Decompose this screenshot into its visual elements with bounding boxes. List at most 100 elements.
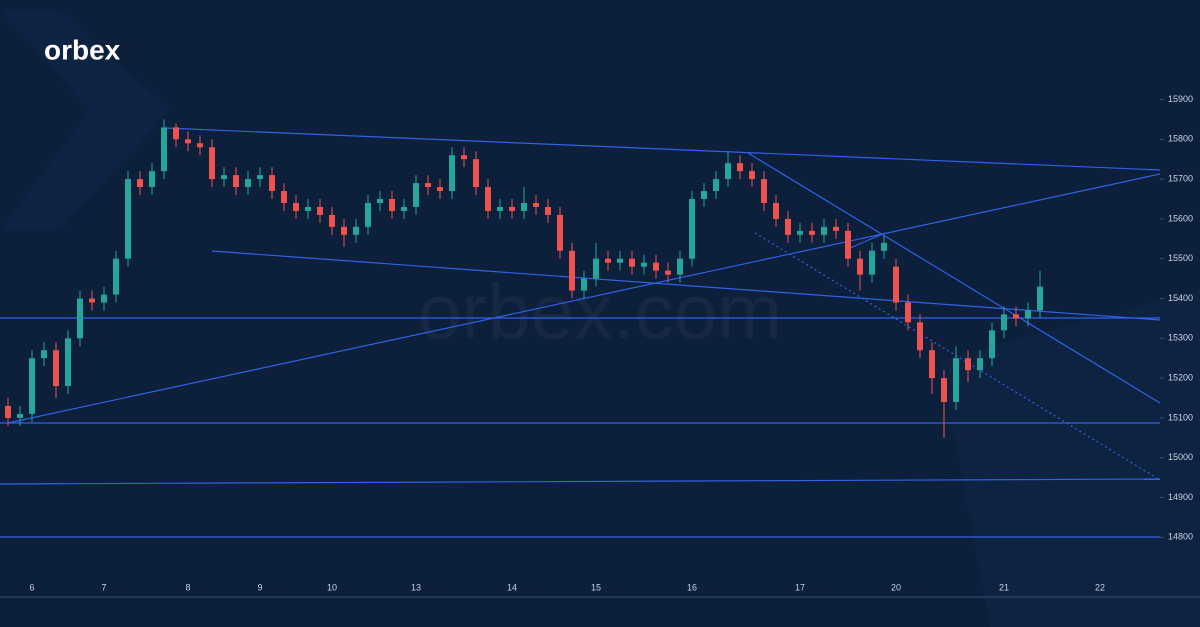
candle-body bbox=[17, 413, 23, 418]
candle-body bbox=[401, 206, 407, 211]
candle-body bbox=[773, 202, 779, 219]
y-tick-label: 14900 bbox=[1168, 492, 1193, 502]
candle-body bbox=[125, 179, 131, 259]
decor-chevron bbox=[0, 10, 170, 230]
candle-body bbox=[713, 179, 719, 192]
candle-body bbox=[845, 230, 851, 259]
candle-body bbox=[137, 179, 143, 188]
candle-body bbox=[329, 214, 335, 227]
candle-body bbox=[389, 199, 395, 211]
candle-body bbox=[797, 230, 803, 235]
logo: orbex bbox=[44, 34, 121, 65]
candle-body bbox=[581, 278, 587, 291]
candle-body bbox=[737, 163, 743, 172]
candle-body bbox=[689, 199, 695, 259]
candle-body bbox=[653, 262, 659, 271]
candle-body bbox=[761, 179, 767, 203]
candle-body bbox=[353, 226, 359, 235]
candle-body bbox=[749, 171, 755, 180]
candle-body bbox=[425, 183, 431, 188]
candle-body bbox=[461, 155, 467, 160]
candle-body bbox=[953, 358, 959, 402]
candle-body bbox=[245, 179, 251, 188]
candle-body bbox=[77, 298, 83, 339]
trend-line bbox=[211, 250, 1161, 321]
candle-body bbox=[605, 258, 611, 263]
candle-body bbox=[377, 199, 383, 203]
x-tick-label: 16 bbox=[687, 582, 697, 592]
candle-body bbox=[857, 258, 863, 275]
candle-body bbox=[869, 250, 875, 275]
candle-body bbox=[701, 191, 707, 199]
dashed-line bbox=[754, 232, 1161, 481]
candle-body bbox=[917, 322, 923, 351]
candle-body bbox=[5, 405, 11, 418]
candle-body bbox=[809, 230, 815, 235]
y-tick-label: 15600 bbox=[1168, 213, 1193, 223]
candle-body bbox=[413, 183, 419, 207]
candle-body bbox=[341, 226, 347, 235]
candle-body bbox=[833, 226, 839, 231]
candle-body bbox=[317, 206, 323, 215]
x-tick-label: 7 bbox=[101, 582, 106, 592]
x-tick-label: 17 bbox=[795, 582, 805, 592]
candle-body bbox=[1025, 310, 1031, 319]
drawings bbox=[0, 127, 1161, 538]
candle-body bbox=[509, 206, 515, 211]
candle-body bbox=[29, 358, 35, 414]
decor-shape bbox=[940, 290, 1200, 627]
y-tick-label: 15500 bbox=[1168, 253, 1193, 263]
x-tick-label: 9 bbox=[257, 582, 262, 592]
candle-body bbox=[149, 171, 155, 188]
candle-body bbox=[257, 175, 263, 180]
y-tick-label: 15200 bbox=[1168, 372, 1193, 382]
candle-body bbox=[521, 202, 527, 211]
y-tick-label: 15400 bbox=[1168, 293, 1193, 303]
candle-body bbox=[65, 338, 71, 387]
candle-body bbox=[821, 226, 827, 235]
x-tick-label: 21 bbox=[999, 582, 1009, 592]
candle-body bbox=[893, 266, 899, 303]
candle-body bbox=[929, 350, 935, 379]
candle-body bbox=[1013, 314, 1019, 319]
x-tick-label: 14 bbox=[507, 582, 517, 592]
x-tick-label: 6 bbox=[29, 582, 34, 592]
candle-body bbox=[545, 206, 551, 215]
candle-body bbox=[785, 218, 791, 235]
y-tick-label: 15300 bbox=[1168, 333, 1193, 343]
h-line bbox=[0, 478, 1161, 485]
plot: 14800 14900 15000 15100 15200 15300 15400 15500… bbox=[5, 94, 1193, 592]
candle-body bbox=[101, 294, 107, 303]
trend-line bbox=[164, 127, 1161, 171]
candle-body bbox=[89, 298, 95, 303]
candle-body bbox=[629, 258, 635, 267]
candle-body bbox=[281, 191, 287, 203]
candle-body bbox=[533, 202, 539, 207]
x-tick-label: 8 bbox=[185, 582, 190, 592]
candle-body bbox=[593, 258, 599, 279]
candle-body bbox=[269, 175, 275, 192]
candle-body bbox=[977, 358, 983, 371]
candle-body bbox=[473, 159, 479, 188]
trend-line bbox=[747, 152, 1161, 404]
watermark: orbex.com bbox=[418, 268, 782, 356]
candle-body bbox=[113, 258, 119, 295]
y-tick-label: 15100 bbox=[1168, 412, 1193, 422]
candle-body bbox=[365, 202, 371, 227]
candle-body bbox=[197, 143, 203, 148]
candle-body bbox=[905, 302, 911, 323]
candle-body bbox=[677, 258, 683, 275]
candle-body bbox=[665, 270, 671, 275]
candle-body bbox=[497, 206, 503, 211]
candle-body bbox=[221, 175, 227, 180]
candle-body bbox=[161, 127, 167, 172]
candle-body bbox=[449, 155, 455, 192]
y-tick-label: 15800 bbox=[1168, 134, 1193, 144]
y-tick-label: 14800 bbox=[1168, 532, 1193, 542]
candle-body bbox=[641, 262, 647, 267]
candle-body bbox=[725, 163, 731, 180]
x-tick-label: 15 bbox=[591, 582, 601, 592]
y-tick-label: 15900 bbox=[1168, 94, 1193, 104]
candle-body bbox=[557, 214, 563, 251]
